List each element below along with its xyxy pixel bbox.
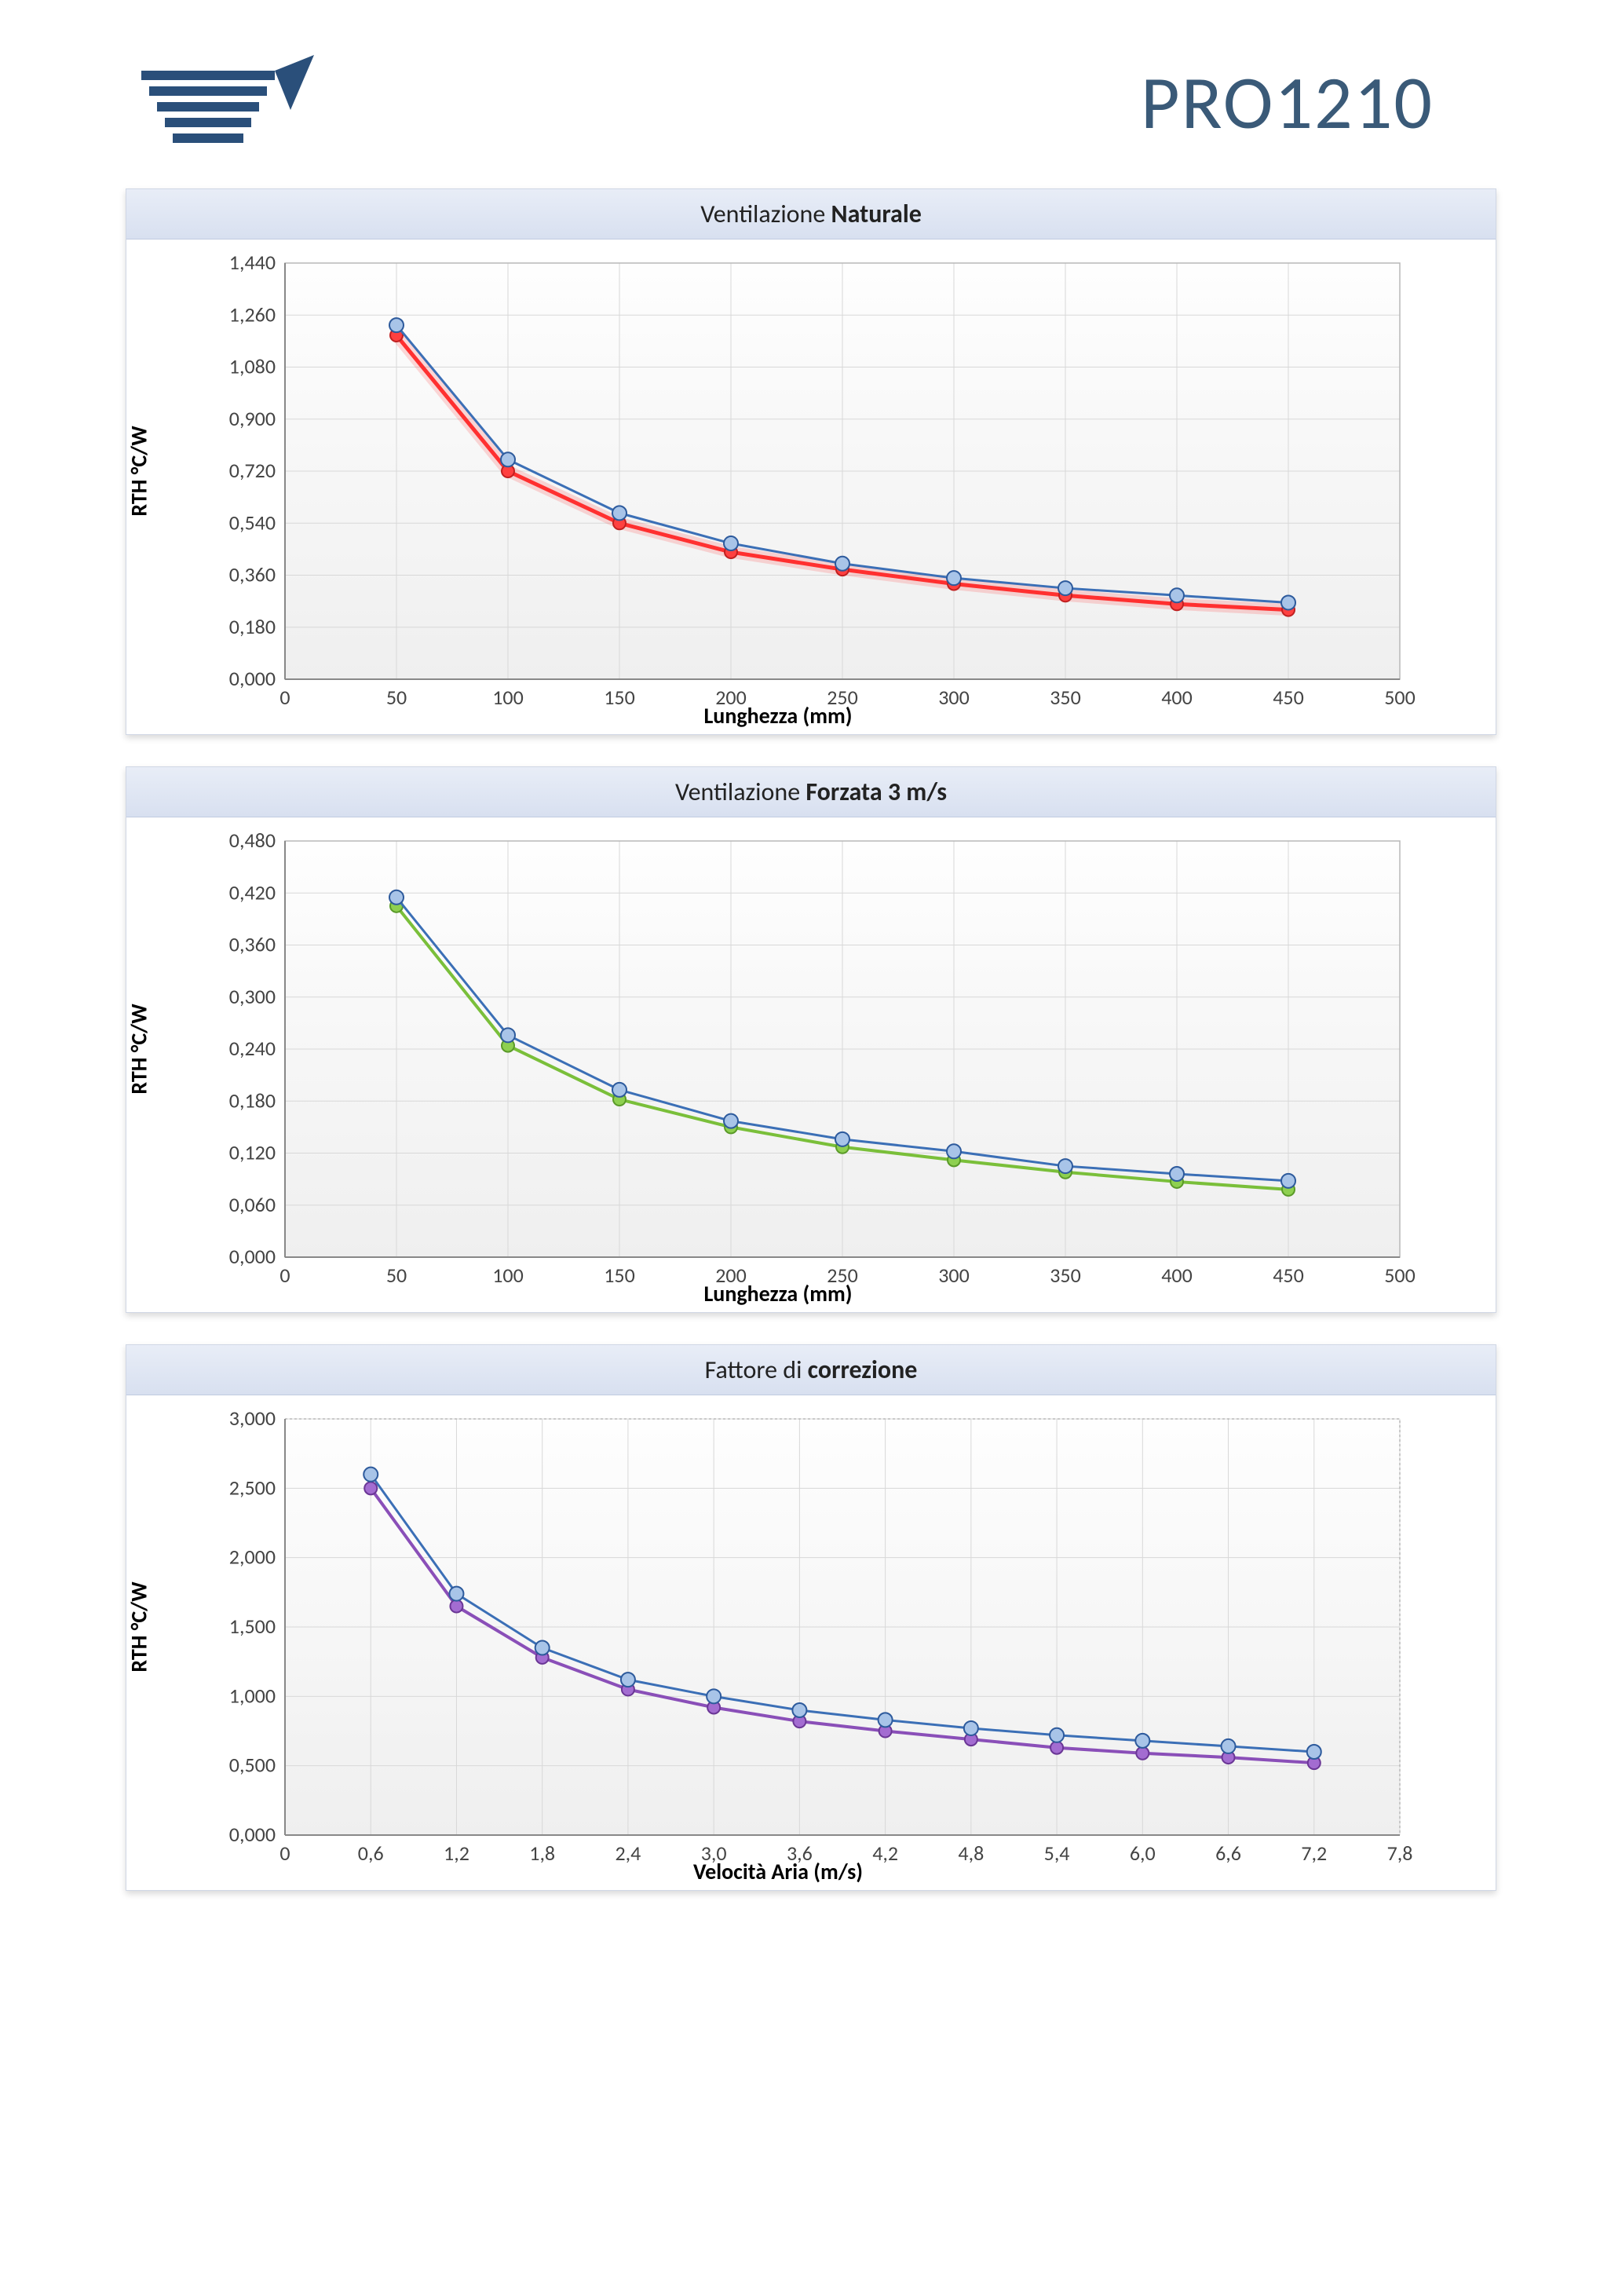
svg-text:0,060: 0,060	[229, 1192, 276, 1217]
svg-text:400: 400	[1161, 1263, 1193, 1288]
svg-text:1,080: 1,080	[229, 354, 276, 379]
svg-text:0,000: 0,000	[229, 1244, 276, 1269]
svg-text:0,000: 0,000	[229, 1822, 276, 1847]
product-title: PRO1210	[1141, 57, 1434, 148]
svg-text:0,420: 0,420	[229, 879, 276, 905]
svg-text:0: 0	[279, 1263, 290, 1288]
chart-svg: 0501001502002503003504004505000,0000,180…	[126, 239, 1496, 734]
svg-text:0,120: 0,120	[229, 1140, 276, 1165]
svg-text:6,0: 6,0	[1130, 1841, 1156, 1866]
svg-text:5,4: 5,4	[1044, 1841, 1070, 1866]
svg-text:1,500: 1,500	[229, 1614, 276, 1639]
svg-text:350: 350	[1050, 685, 1081, 710]
chart-svg: 00,61,21,82,43,03,64,24,85,46,06,67,27,8…	[126, 1395, 1496, 1890]
svg-text:0: 0	[279, 1841, 290, 1866]
svg-text:0,180: 0,180	[229, 1088, 276, 1113]
svg-text:50: 50	[386, 1263, 407, 1288]
svg-text:400: 400	[1161, 685, 1193, 710]
svg-text:0,360: 0,360	[229, 562, 276, 587]
chart-title: Fattore di correzione	[126, 1345, 1496, 1395]
svg-text:1,260: 1,260	[229, 302, 276, 327]
svg-text:0,000: 0,000	[229, 666, 276, 691]
chart-body: TRE·SSRLDISSIPATORI DI CALORESISTEMI DI …	[126, 1395, 1496, 1890]
chart-body: TRE·SSRLDISSIPATORI DI CALORESISTEMI DI …	[126, 817, 1496, 1312]
chart-panel: Ventilazione Forzata 3 m/sTRE·SSRLDISSIP…	[126, 766, 1496, 1313]
svg-text:150: 150	[604, 685, 635, 710]
chart-svg: 0501001502002503003504004505000,0000,060…	[126, 817, 1496, 1312]
svg-text:2,500: 2,500	[229, 1475, 276, 1500]
svg-text:350: 350	[1050, 1263, 1081, 1288]
chart-panel: Ventilazione NaturaleTRE·SSRLDISSIPATORI…	[126, 188, 1496, 735]
svg-text:450: 450	[1273, 685, 1304, 710]
svg-text:150: 150	[604, 1263, 635, 1288]
svg-text:0: 0	[279, 685, 290, 710]
chart-panel: Fattore di correzioneTRE·SSRLDISSIPATORI…	[126, 1344, 1496, 1891]
svg-text:0,900: 0,900	[229, 406, 276, 431]
chart-title: Ventilazione Naturale	[126, 189, 1496, 239]
svg-text:7,8: 7,8	[1387, 1841, 1413, 1866]
svg-text:1,000: 1,000	[229, 1683, 276, 1708]
y-axis-label: RTH °C/W	[126, 1004, 153, 1094]
svg-text:0,180: 0,180	[229, 614, 276, 639]
chart-body: TRE·SSRLDISSIPATORI DI CALORESISTEMI DI …	[126, 239, 1496, 734]
x-axis-label: Lunghezza (mm)	[703, 1280, 852, 1307]
y-axis-label: RTH °C/W	[126, 426, 153, 516]
svg-text:0,540: 0,540	[229, 510, 276, 535]
svg-text:450: 450	[1273, 1263, 1304, 1288]
page-header: PRO1210	[126, 47, 1496, 157]
svg-text:3,000: 3,000	[229, 1406, 276, 1431]
svg-text:2,4: 2,4	[616, 1841, 641, 1866]
svg-text:7,2: 7,2	[1301, 1841, 1327, 1866]
svg-text:100: 100	[492, 1263, 524, 1288]
svg-text:0,480: 0,480	[229, 828, 276, 853]
svg-text:2,000: 2,000	[229, 1545, 276, 1570]
svg-text:0,720: 0,720	[229, 458, 276, 483]
svg-text:500: 500	[1384, 685, 1416, 710]
svg-text:4,2: 4,2	[872, 1841, 898, 1866]
y-axis-label: RTH °C/W	[126, 1581, 153, 1672]
chart-title: Ventilazione Forzata 3 m/s	[126, 767, 1496, 817]
svg-text:100: 100	[492, 685, 524, 710]
svg-text:0,500: 0,500	[229, 1753, 276, 1778]
page: PRO1210 Ventilazione NaturaleTRE·SSRLDIS…	[0, 0, 1622, 1969]
svg-text:50: 50	[386, 685, 407, 710]
x-axis-label: Velocità Aria (m/s)	[693, 1858, 863, 1885]
svg-text:4,8: 4,8	[958, 1841, 984, 1866]
svg-text:0,6: 0,6	[358, 1841, 384, 1866]
svg-text:1,440: 1,440	[229, 250, 276, 275]
logo	[126, 47, 330, 157]
x-axis-label: Lunghezza (mm)	[703, 702, 852, 729]
svg-text:300: 300	[938, 1263, 970, 1288]
svg-text:500: 500	[1384, 1263, 1416, 1288]
svg-text:0,240: 0,240	[229, 1036, 276, 1061]
svg-text:1,2: 1,2	[444, 1841, 469, 1866]
svg-text:6,6: 6,6	[1215, 1841, 1241, 1866]
svg-text:1,8: 1,8	[529, 1841, 555, 1866]
svg-text:0,300: 0,300	[229, 984, 276, 1009]
svg-text:0,360: 0,360	[229, 932, 276, 957]
svg-text:300: 300	[938, 685, 970, 710]
